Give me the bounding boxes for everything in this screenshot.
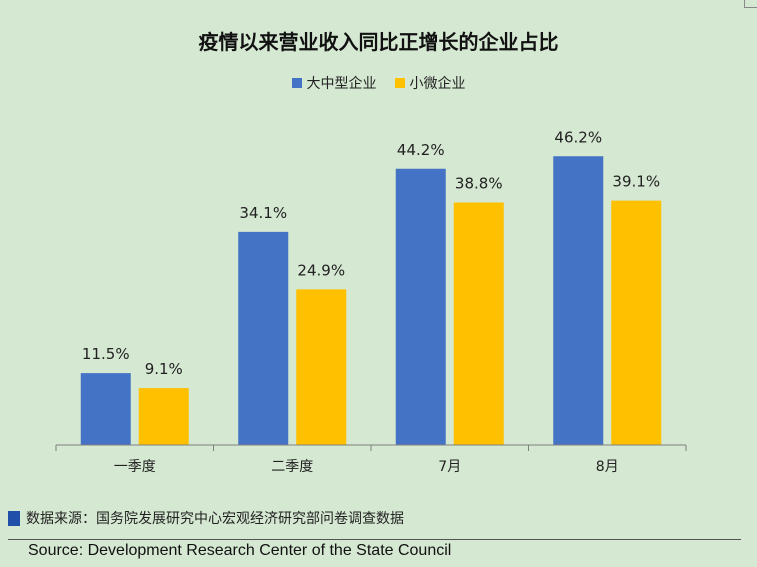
bar-2-1 bbox=[138, 388, 189, 445]
source-line: Source: Development Research Center of t… bbox=[28, 542, 452, 559]
data-source-text: 数据来源：国务院发展研究中心宏观经济研究部问卷调查数据 bbox=[26, 511, 404, 527]
x-tick-label-4: 8月 bbox=[596, 459, 619, 475]
data-source-note: 数据来源：国务院发展研究中心宏观经济研究部问卷调查数据 bbox=[8, 508, 404, 528]
bar-2-2 bbox=[296, 289, 347, 445]
bar-1-2 bbox=[238, 231, 289, 445]
legend-swatch-series-2 bbox=[394, 78, 405, 88]
bar-2-4 bbox=[611, 200, 662, 445]
legend-label-series-2: 小微企业 bbox=[409, 76, 466, 92]
data-label-2-1: 9.1% bbox=[145, 360, 183, 378]
data-label-1-1: 11.5% bbox=[82, 345, 130, 363]
note-marker-icon bbox=[8, 510, 20, 526]
data-label-1-4: 46.2% bbox=[554, 128, 602, 146]
data-label-2-3: 38.8% bbox=[455, 175, 503, 193]
bar-1-1 bbox=[80, 373, 131, 445]
legend-label-series-1: 大中型企业 bbox=[306, 76, 377, 92]
legend-item-series-1: 大中型企业 bbox=[291, 73, 377, 93]
data-label-2-2: 24.9% bbox=[297, 261, 345, 279]
x-tick-label-3: 7月 bbox=[438, 459, 461, 475]
x-tick-label-1: 一季度 bbox=[114, 459, 156, 475]
legend-item-series-2: 小微企业 bbox=[394, 73, 466, 93]
chart-title: 疫情以来营业收入同比正增长的企业占比 bbox=[198, 30, 559, 54]
footer-divider bbox=[8, 539, 741, 540]
bar-chart: 11.5% 9.1% 一季度 34.1% 24.9% 二季度 44.2% 38.8% 7月 46.… bbox=[55, 128, 687, 475]
corner-handle bbox=[744, 0, 757, 8]
x-tick-label-2: 二季度 bbox=[271, 459, 313, 475]
bar-1-3 bbox=[395, 168, 446, 445]
bar-1-4 bbox=[553, 156, 604, 445]
data-label-1-3: 44.2% bbox=[397, 141, 445, 159]
data-label-2-4: 39.1% bbox=[612, 173, 660, 191]
legend: 大中型企业 小微企业 bbox=[0, 73, 757, 93]
data-label-1-2: 34.1% bbox=[239, 204, 287, 222]
legend-swatch-series-1 bbox=[291, 78, 302, 88]
bar-2-3 bbox=[453, 202, 504, 445]
